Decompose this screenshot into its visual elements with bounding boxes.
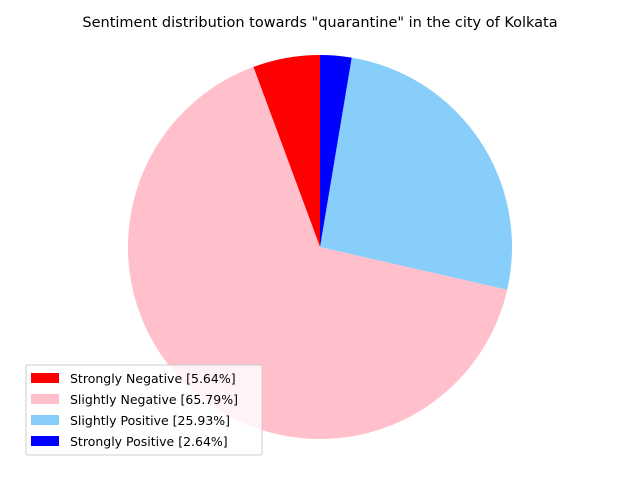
pie-slice-slightly-negative (128, 66, 508, 440)
legend-swatch-strongly-negative (31, 373, 59, 383)
pie-slices (128, 55, 512, 440)
pie-slice-slightly-positive (320, 57, 512, 290)
legend-swatch-slightly-positive (31, 415, 59, 425)
legend-label-strongly-negative: Strongly Negative [5.64%] (70, 371, 236, 386)
legend: Strongly Negative [5.64%] Slightly Negati… (25, 364, 263, 456)
pie-slice-strongly-negative (253, 55, 320, 247)
legend-label-strongly-positive: Strongly Positive [2.64%] (70, 434, 228, 449)
legend-frame (25, 364, 263, 456)
legend-label-slightly-negative: Slightly Negative [65.79%] (70, 392, 238, 407)
pie-slice-strongly-positive (320, 55, 352, 247)
legend-swatch-strongly-positive (31, 436, 59, 446)
legend-label-slightly-positive: Slightly Positive [25.93%] (70, 413, 230, 428)
chart-title: Sentiment distribution towards "quaranti… (82, 15, 557, 31)
legend-swatch-slightly-negative (31, 394, 59, 404)
